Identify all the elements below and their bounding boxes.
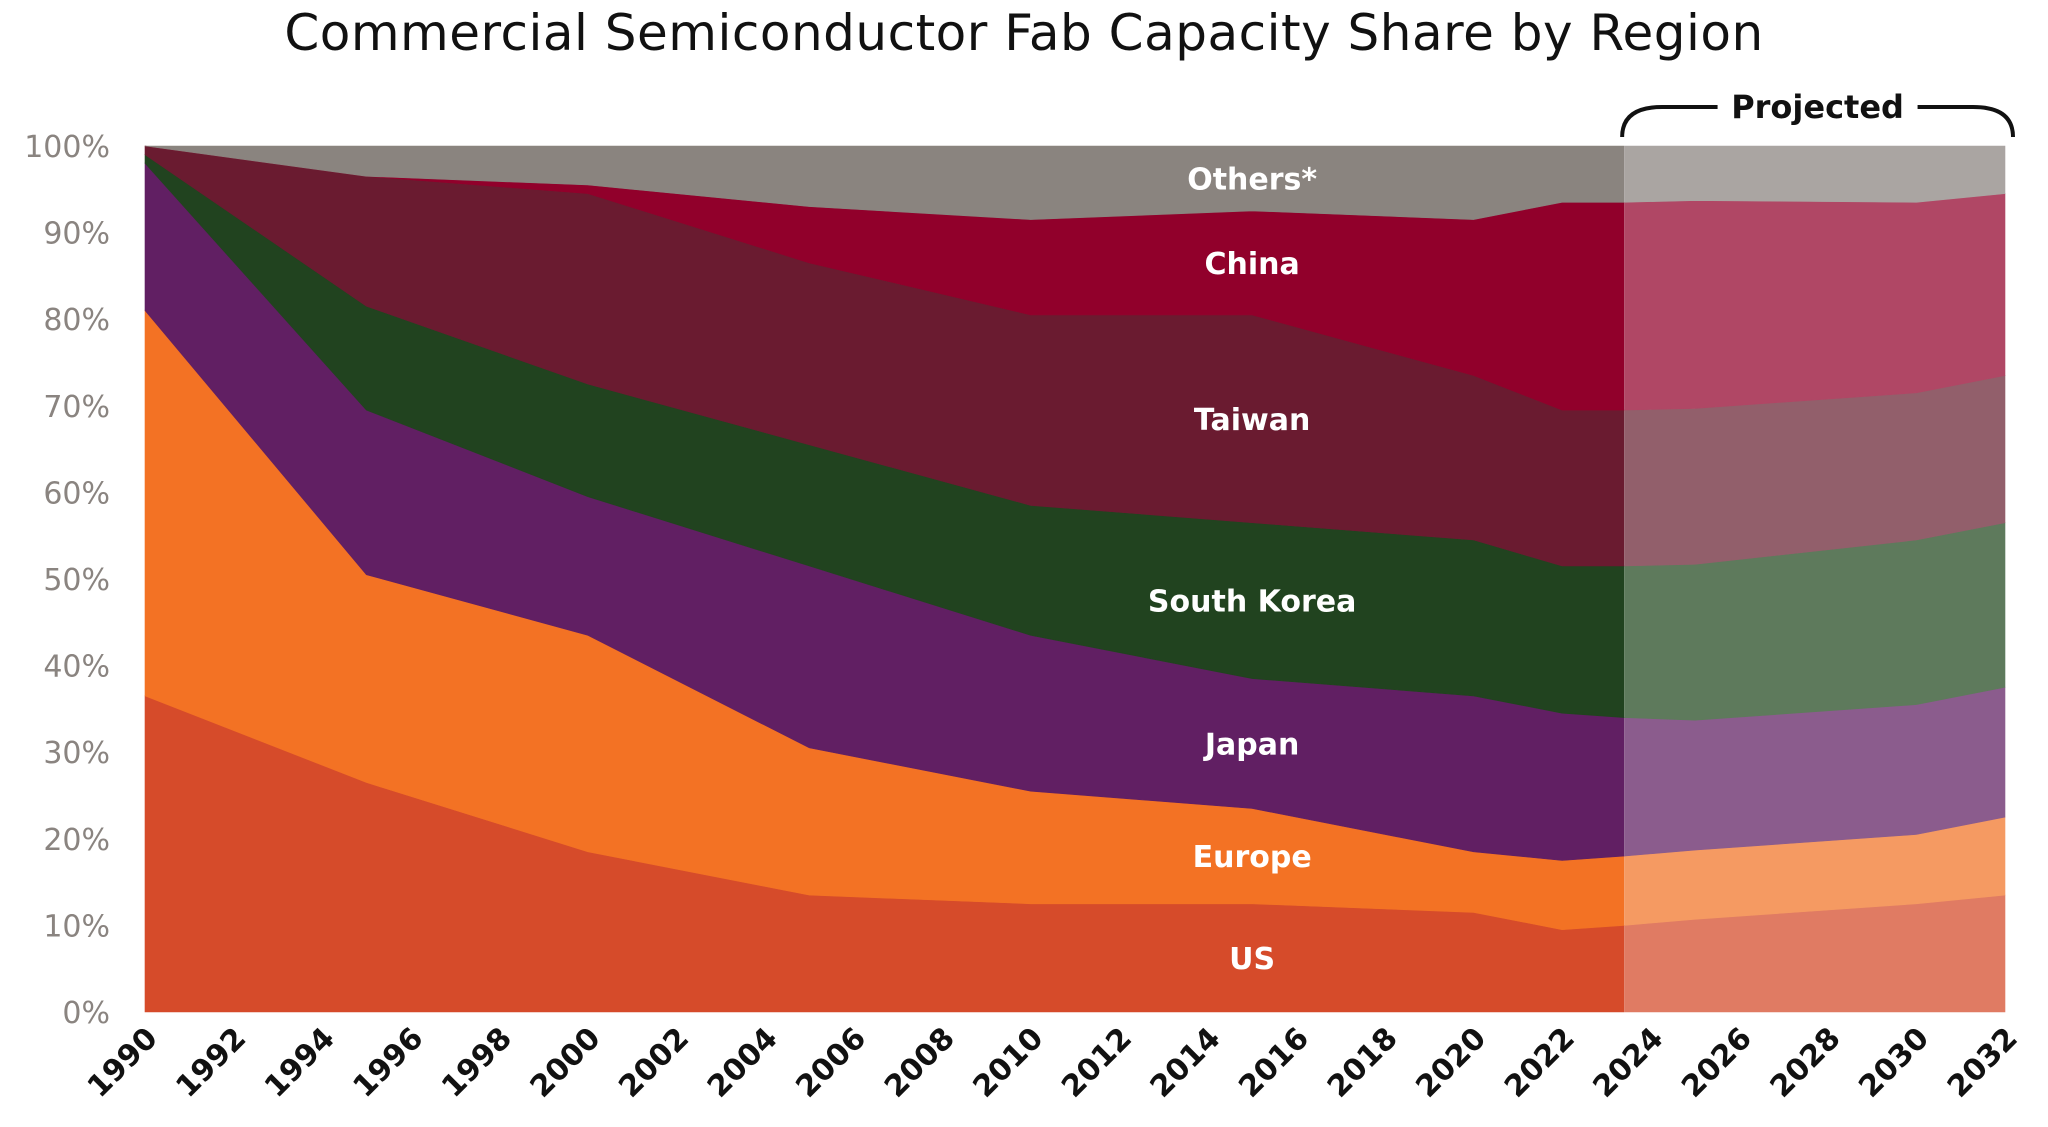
area-label-others: Others* <box>1187 162 1317 197</box>
area-label-us: US <box>1229 942 1275 977</box>
area-label-china: China <box>1205 247 1300 282</box>
y-tick-label: 80% <box>43 303 110 338</box>
chart-title: Commercial Semiconductor Fab Capacity Sh… <box>284 4 1764 62</box>
y-tick-label: 90% <box>43 217 110 252</box>
x-tick-label: 2000 <box>524 1021 608 1105</box>
x-tick-label: 2018 <box>1321 1021 1405 1105</box>
projected-bracket <box>1620 105 2015 138</box>
x-tick-label: 2004 <box>701 1021 785 1105</box>
x-tick-label: 1990 <box>81 1021 165 1105</box>
area-europe-projected <box>1624 816 2006 926</box>
x-tick-label: 1994 <box>258 1021 342 1105</box>
area-taiwan-projected <box>1624 375 2006 567</box>
x-tick-label: 2022 <box>1498 1021 1582 1105</box>
area-others-projected <box>1624 145 2006 203</box>
y-tick-label: 50% <box>43 563 110 598</box>
x-tick-label: 2032 <box>1941 1021 2025 1105</box>
x-tick-label: 2010 <box>967 1021 1051 1105</box>
y-tick-label: 60% <box>43 476 110 511</box>
x-tick-label: 2030 <box>1852 1021 1936 1105</box>
x-tick-label: 1998 <box>435 1021 519 1105</box>
x-tick-label: 2026 <box>1675 1021 1759 1105</box>
x-tick-label: 2014 <box>1144 1021 1228 1105</box>
area-others <box>144 145 1625 220</box>
area-china-projected <box>1624 193 2006 411</box>
y-tick-label: 100% <box>24 130 110 165</box>
x-tick-label: 1996 <box>347 1021 431 1105</box>
y-tick-label: 20% <box>43 823 110 858</box>
x-tick-label: 2006 <box>789 1021 873 1105</box>
area-south-korea-projected <box>1624 522 2006 721</box>
area-japan-projected <box>1624 686 2006 857</box>
area-label-taiwan: Taiwan <box>1194 403 1310 438</box>
area-label-japan: Japan <box>1203 728 1299 763</box>
x-tick-label: 2002 <box>612 1021 696 1105</box>
x-tick-label: 2020 <box>1409 1021 1493 1105</box>
x-tick-label: 1992 <box>169 1021 253 1105</box>
x-tick-label: 2016 <box>1232 1021 1316 1105</box>
x-tick-label: 2024 <box>1587 1021 1671 1105</box>
x-tick-label: 2028 <box>1764 1021 1848 1105</box>
area-label-south-korea: South Korea <box>1148 585 1356 620</box>
y-tick-label: 10% <box>43 909 110 944</box>
y-tick-label: 30% <box>43 736 110 771</box>
area-us-projected <box>1624 894 2006 1013</box>
area-layers <box>144 145 2006 1013</box>
projected-label: Projected <box>1731 88 1904 126</box>
area-label-europe: Europe <box>1193 840 1312 875</box>
x-tick-label: 2008 <box>878 1021 962 1105</box>
y-tick-label: 40% <box>43 650 110 685</box>
y-tick-label: 0% <box>62 996 110 1031</box>
y-tick-label: 70% <box>43 390 110 425</box>
x-tick-label: 2012 <box>1055 1021 1139 1105</box>
